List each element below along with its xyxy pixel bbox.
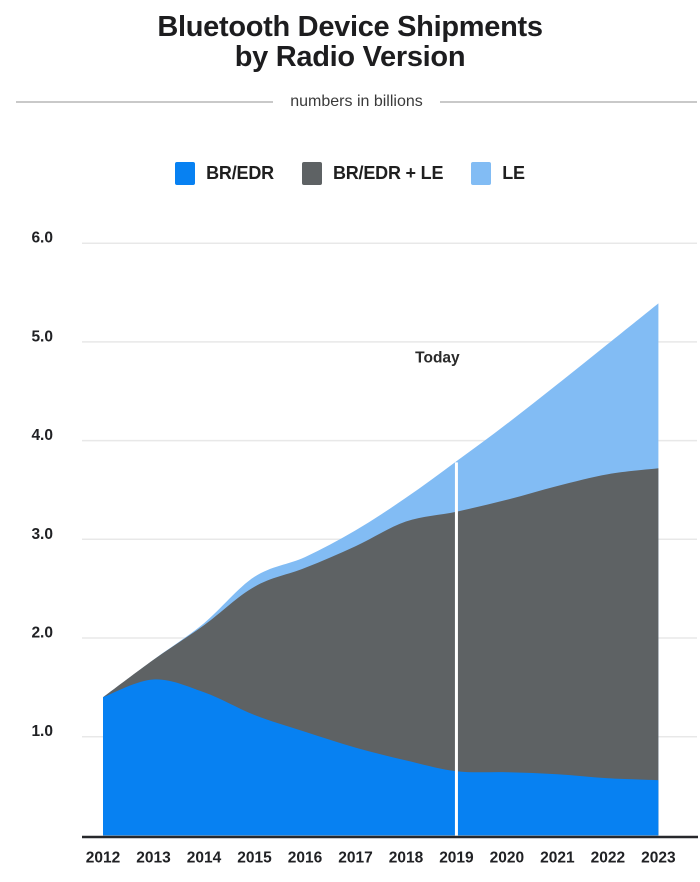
chart-subtitle-row: numbers in billions <box>16 92 698 112</box>
x-tick-label: 2012 <box>86 850 120 867</box>
x-tick-label: 2022 <box>591 850 625 867</box>
y-tick-label: 2.0 <box>31 625 53 642</box>
x-tick-label: 2016 <box>288 850 323 867</box>
x-tick-label: 2017 <box>338 850 372 867</box>
chart-legend: BR/EDR BR/EDR + LE LE <box>0 162 700 185</box>
x-tick-label: 2018 <box>389 850 424 867</box>
legend-label: BR/EDR <box>206 163 274 183</box>
legend-label: BR/EDR + LE <box>332 163 444 183</box>
legend-label: LE <box>502 163 525 183</box>
x-tick-label: 2023 <box>641 850 676 867</box>
x-tick-label: 2015 <box>237 850 272 867</box>
x-tick-label: 2019 <box>439 850 474 867</box>
legend-item-br-edr-le: BR/EDR + LE <box>301 162 444 185</box>
legend-item-br-edr: BR/EDR <box>175 162 274 185</box>
chart-title-line2: by Radio Version <box>234 41 466 73</box>
x-tick-label: 2021 <box>540 850 575 867</box>
y-tick-label: 1.0 <box>31 723 53 740</box>
chart-subtitle: numbers in billions <box>290 93 423 110</box>
x-tick-label: 2020 <box>490 850 524 867</box>
x-tick-label: 2013 <box>136 850 171 867</box>
divider-line-left <box>16 101 274 103</box>
y-tick-label: 3.0 <box>31 526 53 543</box>
y-tick-label: 6.0 <box>31 230 53 247</box>
chart-title-line1: Bluetooth Device Shipments <box>157 11 543 43</box>
area-br-edr <box>103 679 659 836</box>
divider-line-right <box>439 101 698 103</box>
x-tick-label: 2014 <box>187 850 222 867</box>
y-tick-label: 5.0 <box>31 328 53 345</box>
y-tick-label: 4.0 <box>31 427 53 444</box>
legend-item-le: LE <box>471 162 525 185</box>
legend-swatch <box>471 162 492 185</box>
legend-swatch <box>301 162 322 185</box>
today-label: Today <box>415 349 460 366</box>
chart-title: Bluetooth Device Shipments by Radio Vers… <box>0 12 700 72</box>
legend-swatch <box>175 162 196 185</box>
